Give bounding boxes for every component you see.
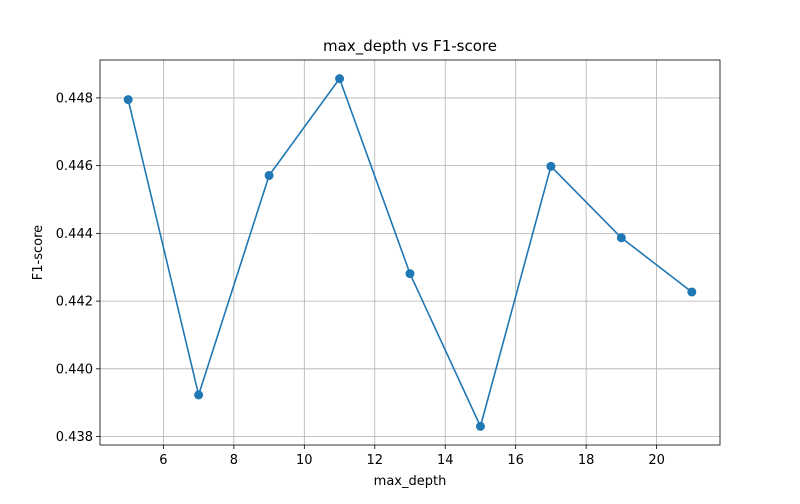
x-tick-label: 12 [366,453,383,468]
data-point [264,170,274,180]
data-point [405,269,415,279]
y-tick-label: 0.448 [56,91,93,106]
x-tick-label: 8 [230,453,238,468]
data-point [687,287,697,297]
data-point [546,161,556,171]
y-tick-label: 0.438 [56,430,93,445]
grid-lines [100,60,720,445]
data-point [123,95,133,105]
axis-ticks: 6 8 10 12 14 16 18 20 0.438 0.440 0.442 0.444 0.446 0… [56,91,665,468]
data-point [335,74,345,84]
x-tick-label: 20 [648,453,665,468]
y-tick-label: 0.440 [56,362,93,377]
data-point [616,233,626,243]
x-tick-label: 10 [296,453,313,468]
x-axis-label: max_depth [374,474,447,489]
data-series [123,74,697,431]
x-tick-label: 6 [159,453,167,468]
x-tick-label: 16 [507,453,524,468]
y-tick-label: 0.446 [56,159,93,174]
plot-area-frame [99,59,721,446]
y-axis-label: F1-score [31,225,46,280]
data-point [194,390,204,400]
chart-title: max_depth vs F1-score [323,37,497,56]
x-tick-label: 14 [437,453,454,468]
x-tick-label: 18 [578,453,595,468]
y-tick-label: 0.442 [56,295,93,310]
y-tick-label: 0.444 [56,227,93,242]
data-point [475,421,485,431]
